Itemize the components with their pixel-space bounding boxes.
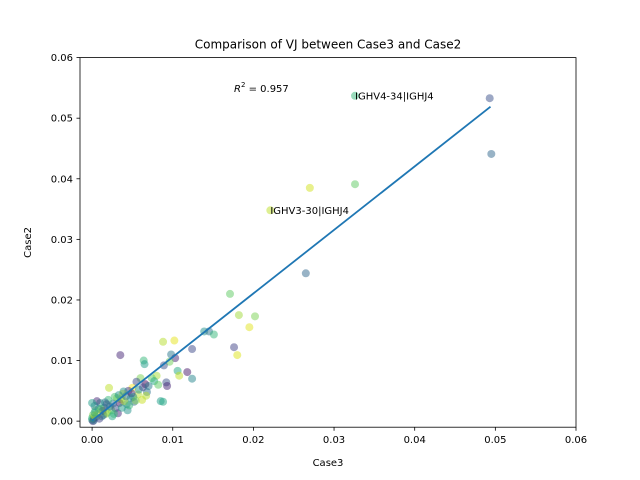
data-point — [163, 381, 172, 390]
data-point — [233, 351, 242, 360]
data-point — [105, 383, 114, 392]
y-axis-label: Case2 — [23, 227, 34, 258]
point-label: IGHV4-34|IGHJ4 — [355, 91, 434, 102]
data-point — [188, 345, 197, 354]
y-tick-label: 0.01 — [51, 356, 73, 367]
data-point — [117, 403, 126, 412]
data-point — [301, 269, 310, 278]
x-tick-label: 0.00 — [81, 435, 103, 446]
r-squared-superscript: 2 — [241, 81, 245, 89]
y-tick-label: 0.04 — [51, 174, 73, 185]
data-point — [266, 206, 275, 215]
data-point — [183, 368, 192, 377]
plot-area — [88, 91, 496, 426]
data-point — [140, 360, 149, 369]
data-point — [101, 398, 110, 407]
data-point — [125, 401, 134, 410]
data-point — [175, 371, 184, 380]
regression-line — [91, 105, 492, 422]
y-tick-label: 0.06 — [51, 53, 73, 64]
x-tick-label: 0.06 — [565, 435, 587, 446]
y-tick-label: 0.02 — [51, 295, 73, 306]
x-tick-label: 0.02 — [242, 435, 264, 446]
x-axis-label: Case3 — [313, 458, 344, 469]
data-point — [230, 343, 239, 352]
data-point — [109, 409, 118, 418]
data-point — [159, 397, 168, 406]
x-tick-label: 0.01 — [162, 435, 184, 446]
point-label: IGHV3-30|IGHJ4 — [270, 206, 349, 217]
x-ticks: 0.00 0.01 0.02 0.03 0.04 0.05 0.06 — [81, 427, 587, 446]
x-tick-label: 0.04 — [404, 435, 426, 446]
y-tick-label: 0.05 — [51, 114, 73, 125]
data-point — [226, 289, 235, 298]
r-squared-symbol: R — [234, 84, 241, 95]
data-point — [88, 398, 97, 407]
y-tick-label: 0.00 — [51, 417, 73, 428]
data-point — [351, 180, 360, 189]
data-point — [154, 380, 163, 389]
data-point — [144, 381, 153, 390]
data-point — [485, 94, 494, 103]
r-squared-value: = 0.957 — [245, 84, 288, 95]
chart-title: Comparison of VJ between Case3 and Case2 — [195, 38, 462, 52]
x-tick-label: 0.05 — [484, 435, 506, 446]
data-point — [131, 396, 140, 405]
data-point — [116, 351, 125, 360]
axes-frame — [79, 57, 577, 428]
data-point — [251, 312, 260, 321]
data-point — [234, 311, 243, 320]
data-point — [245, 323, 254, 332]
data-point — [159, 337, 168, 346]
y-ticks: 0.00 0.01 0.02 0.03 0.04 0.05 0.06 — [51, 53, 80, 428]
data-point — [142, 391, 151, 400]
data-point — [90, 408, 99, 417]
x-tick-label: 0.03 — [323, 435, 345, 446]
data-point — [305, 183, 314, 192]
data-point — [487, 149, 496, 158]
r-squared-annotation: R2 = 0.957 — [234, 81, 289, 95]
point-annotations: IGHV4-34|IGHJ4 IGHV3-30|IGHJ4 — [270, 91, 433, 217]
data-point — [188, 374, 197, 383]
data-point — [351, 91, 360, 100]
data-point — [209, 330, 218, 339]
data-point — [170, 336, 179, 345]
y-tick-label: 0.03 — [51, 235, 73, 246]
